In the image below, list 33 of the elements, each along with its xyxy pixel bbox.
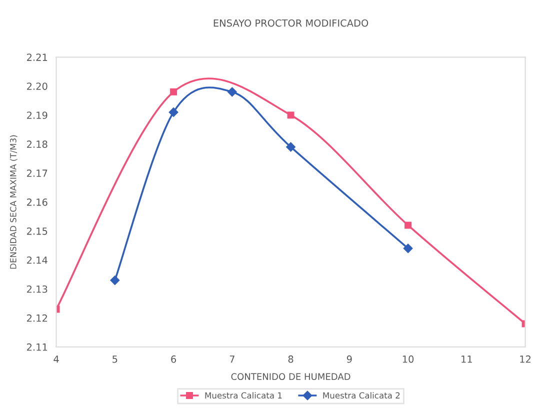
point xyxy=(228,87,237,97)
y-tick-label: 2.11 xyxy=(27,343,48,351)
y-tick-label: 2.19 xyxy=(27,112,48,119)
y-tick-label: 2.16 xyxy=(27,198,48,206)
x-tick-label: 10 xyxy=(402,355,414,363)
point xyxy=(287,112,294,119)
y-tick-label: 2.13 xyxy=(27,285,48,293)
point xyxy=(170,88,178,96)
x-tick-label: 8 xyxy=(288,355,294,363)
y-tick-label: 2.14 xyxy=(27,256,48,264)
legend-label: Muestra Calicata 1 xyxy=(205,392,282,399)
chart-title: ENSAYO PROCTOR MODIFICADO xyxy=(214,19,368,27)
x-tick-label: 6 xyxy=(171,355,176,363)
x-tick-label: 4 xyxy=(54,356,59,363)
point xyxy=(110,276,120,285)
x-tick-label: 5 xyxy=(112,356,118,363)
point xyxy=(286,142,296,152)
point xyxy=(404,222,412,229)
y-axis-title: DENSIDAD SECA MAXIMA (T/M3) xyxy=(10,135,18,269)
x-tick-label: 11 xyxy=(462,356,472,363)
x-tick-label: 9 xyxy=(346,355,352,363)
x-axis-title: CONTENIDO DE HUMEDAD xyxy=(231,373,350,380)
legend-label: Muestra Calicata 2 xyxy=(323,392,400,399)
y-tick-label: 2.12 xyxy=(27,314,47,322)
y-tick-label: 2.17 xyxy=(27,170,48,177)
point xyxy=(403,244,413,254)
x-tick-label: 12 xyxy=(520,355,530,363)
y-tick-label: 2.20 xyxy=(27,82,48,90)
y-tick-label: 2.21 xyxy=(27,54,48,61)
x-tick-label: 7 xyxy=(230,356,234,363)
y-tick-label: 2.18 xyxy=(27,140,48,148)
point xyxy=(168,108,178,117)
y-tick-label: 2.15 xyxy=(27,227,48,235)
